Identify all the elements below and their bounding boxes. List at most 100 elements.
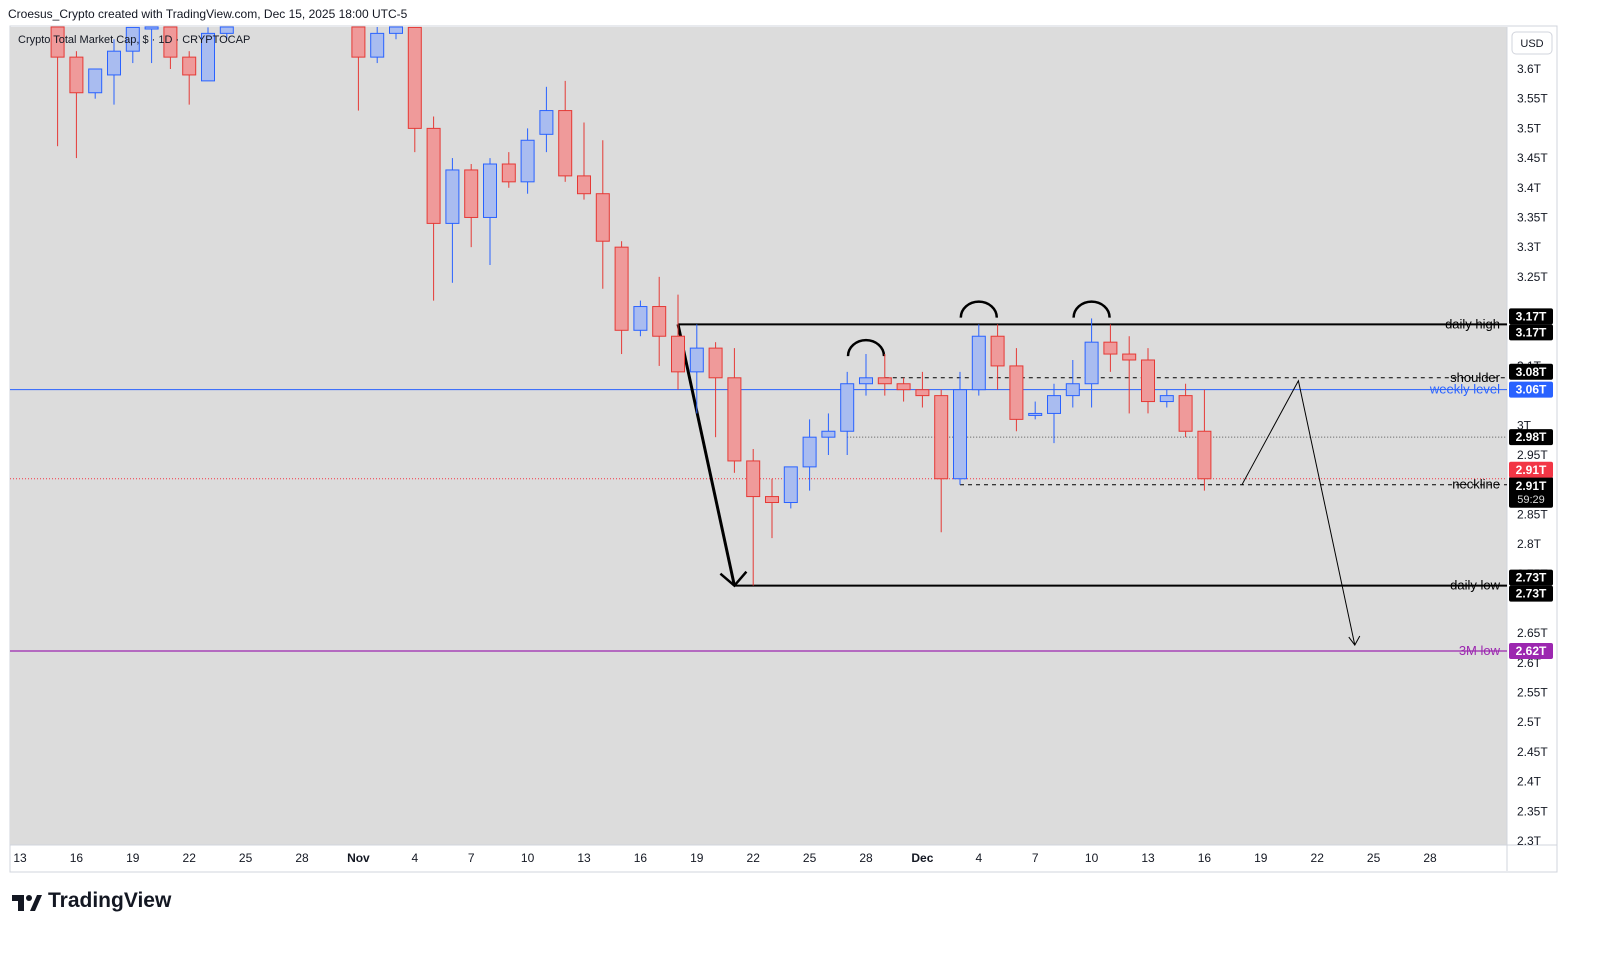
x-tick-label: 16	[1198, 851, 1212, 865]
candle-body	[1197, 430, 1212, 480]
candle	[445, 158, 460, 283]
candle	[464, 164, 479, 248]
price-tag-text: 3.17T	[1516, 309, 1547, 323]
candle	[595, 140, 610, 289]
candle	[652, 276, 667, 366]
candle-body	[163, 26, 178, 58]
candle-body	[389, 26, 403, 34]
y-tick-label: 3.5T	[1517, 121, 1542, 135]
candle-body	[426, 127, 441, 224]
candle	[201, 27, 215, 82]
y-tick-label: 3T	[1517, 418, 1532, 432]
candle	[88, 68, 103, 99]
candle-body	[351, 26, 366, 58]
price-tag: 2.98T	[1509, 429, 1553, 446]
price-tag-bg	[1509, 477, 1553, 508]
x-tick-label: 22	[183, 851, 197, 865]
candle-body	[483, 163, 497, 218]
candle-body	[953, 389, 967, 480]
y-tick-label: 2.6T	[1517, 656, 1542, 670]
symbol-title: Crypto Total Market Cap, $ · 1D · CRYPTO…	[18, 34, 251, 46]
price-tag-text: 2.73T	[1516, 571, 1547, 585]
candle	[633, 300, 648, 337]
3M-low-label: 3M low	[1459, 643, 1501, 658]
candle	[163, 26, 178, 69]
candle	[990, 324, 1005, 390]
x-tick-label: 10	[521, 851, 535, 865]
x-tick-label: 28	[859, 851, 873, 865]
candle-body	[107, 50, 121, 76]
candle	[708, 342, 723, 438]
x-tick-label: 4	[975, 851, 982, 865]
candle-body	[501, 163, 516, 183]
price-tag-bg	[1509, 324, 1553, 341]
candle	[426, 116, 441, 301]
candle	[614, 241, 629, 355]
price-tag-text: 2.98T	[1516, 430, 1547, 444]
price-tag-bg	[1509, 569, 1553, 586]
price-tag: 3.17T	[1509, 308, 1553, 325]
x-tick-label: 28	[1423, 851, 1437, 865]
x-tick-label: 25	[1367, 851, 1381, 865]
weekly-level-label: weekly level	[1429, 382, 1500, 397]
price-tag-text: 3.08T	[1516, 365, 1547, 379]
candle-body	[1103, 341, 1118, 355]
candle-body	[633, 306, 648, 331]
x-tick-label: 19	[126, 851, 140, 865]
candle-body	[915, 389, 930, 397]
candle	[840, 371, 855, 455]
price-tag: 3.17T	[1509, 324, 1553, 341]
candle	[1141, 348, 1155, 414]
y-tick-label: 3.3T	[1517, 240, 1542, 254]
price-tag-text: 3.06T	[1516, 383, 1547, 397]
candle	[971, 324, 986, 396]
candle	[483, 158, 497, 265]
projection-path	[1241, 379, 1356, 646]
x-tick-label: 16	[70, 851, 84, 865]
x-tick-label: 13	[1141, 851, 1155, 865]
candles-layer	[50, 26, 1212, 586]
candle-body	[370, 32, 385, 58]
candle-body	[689, 347, 704, 373]
y-tick-label: 3.35T	[1517, 210, 1548, 224]
candle	[671, 294, 685, 390]
candle	[689, 324, 704, 414]
price-tag: 3.08T	[1509, 363, 1553, 380]
candle	[765, 478, 779, 539]
candle-body	[708, 347, 723, 379]
candle	[953, 371, 967, 485]
y-tick-label: 2.85T	[1517, 507, 1548, 521]
price-tag-bg	[1509, 363, 1553, 380]
y-tick-label: 2.8T	[1517, 537, 1542, 551]
x-tick-label: Nov	[347, 851, 370, 865]
x-tick-label: 7	[468, 851, 475, 865]
x-tick-label: 4	[411, 851, 418, 865]
x-tick-label: 13	[577, 851, 591, 865]
candle	[1159, 389, 1174, 408]
candle-body	[577, 175, 591, 195]
candle	[501, 152, 516, 188]
daily-low-label: daily low	[1450, 578, 1500, 593]
currency-button[interactable]	[1511, 31, 1553, 55]
current-price-tag: 2.91T	[1509, 461, 1553, 478]
candle-body	[727, 377, 742, 462]
candle-body	[219, 26, 234, 34]
y-tick-label: 3.4T	[1517, 181, 1542, 195]
candle	[407, 26, 422, 153]
y-tick-label: 2.4T	[1517, 775, 1542, 789]
price-tag-bg	[1509, 429, 1553, 446]
price-tag-bg	[1509, 585, 1553, 602]
candle-body	[765, 496, 779, 504]
y-tick-label: 2.45T	[1517, 745, 1548, 759]
candle-body	[201, 32, 215, 82]
y-tick-label: 2.55T	[1517, 686, 1548, 700]
candle-body	[144, 26, 159, 30]
candle	[746, 449, 761, 586]
candle	[859, 354, 873, 396]
candle-body	[1178, 395, 1193, 432]
candle-body	[1009, 365, 1024, 420]
candle-body	[1141, 359, 1155, 403]
candle-body	[971, 335, 986, 391]
price-tags: 3.17T3.17T3.08T3.06T2.98T2.9T2.73T2.73T2…	[1509, 308, 1553, 659]
